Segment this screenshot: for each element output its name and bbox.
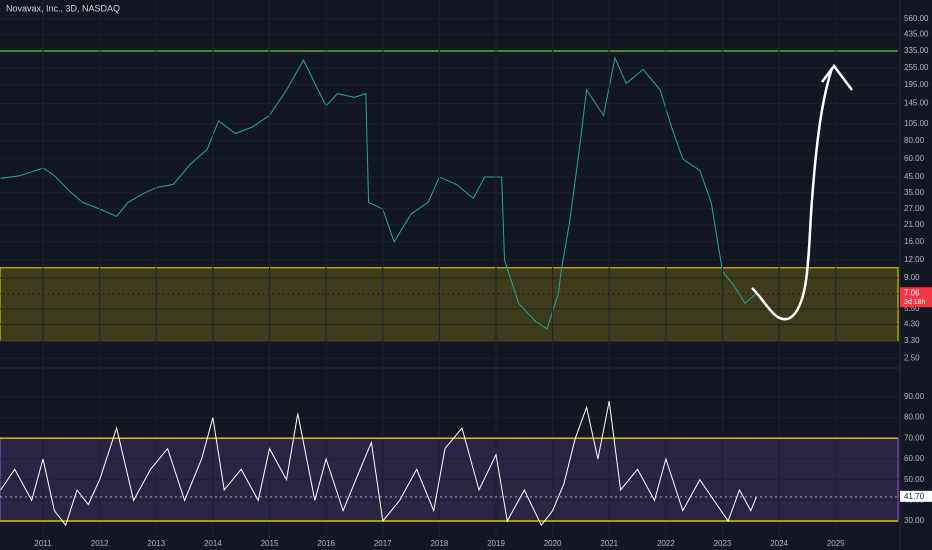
- series-line: [0, 401, 757, 527]
- x-tick-label: 2019: [487, 539, 505, 548]
- zone: [0, 267, 899, 342]
- y-tick-label: 60.00: [904, 154, 925, 163]
- chart-title: Novavax, Inc., 3D, NASDAQ: [6, 3, 120, 13]
- x-tick-label: 2011: [34, 539, 52, 548]
- last-value-label: 7.06: [904, 288, 920, 297]
- x-tick-label: 2013: [147, 539, 165, 548]
- x-tick-label: 2023: [714, 539, 732, 548]
- x-tick-label: 2014: [204, 539, 222, 548]
- y-tick-label: 50.00: [904, 475, 925, 484]
- y-tick-label: 435.00: [904, 30, 929, 39]
- x-tick-label: 2021: [600, 539, 618, 548]
- x-tick-label: 2025: [827, 539, 845, 548]
- last-value-tag: [900, 287, 932, 308]
- y-tick-label: 3.30: [904, 336, 920, 345]
- y-tick-label: 90.00: [904, 392, 925, 401]
- y-tick-label: 255.00: [904, 63, 929, 72]
- y-tick-label: 145.00: [904, 99, 929, 108]
- y-tick-label: 60.00: [904, 454, 925, 463]
- y-tick-label: 21.00: [904, 220, 925, 229]
- x-tick-label: 2020: [544, 539, 562, 548]
- x-tick-label: 2017: [374, 539, 392, 548]
- x-tick-label: 2024: [770, 539, 788, 548]
- y-tick-label: 12.00: [904, 255, 925, 264]
- x-tick-label: 2016: [317, 539, 335, 548]
- y-tick-label: 30.00: [904, 516, 925, 525]
- x-tick-label: 2018: [430, 539, 448, 548]
- y-tick-label: 35.00: [904, 188, 925, 197]
- y-tick-label: 70.00: [904, 433, 925, 442]
- drawn-projection: [751, 63, 853, 321]
- y-tick-label: 195.00: [904, 80, 929, 89]
- x-tick-label: 2012: [91, 539, 109, 548]
- y-tick-label: 335.00: [904, 46, 929, 55]
- y-tick-label: 5.50: [904, 304, 920, 313]
- y-tick-label: 9.00: [904, 273, 920, 282]
- y-tick-label: 27.00: [904, 204, 925, 213]
- y-tick-label: 105.00: [904, 119, 929, 128]
- y-tick-label: 80.00: [904, 136, 925, 145]
- countdown-label: 3d 18h: [904, 299, 926, 306]
- last-value-label: 41.70: [904, 492, 925, 501]
- y-tick-label: 2.50: [904, 353, 920, 362]
- y-tick-label: 4.30: [904, 319, 920, 328]
- y-tick-label: 560.00: [904, 14, 929, 23]
- last-value-tag: [900, 490, 932, 502]
- y-tick-label: 16.00: [904, 237, 925, 246]
- y-tick-label: 80.00: [904, 413, 925, 422]
- series-line: [0, 56, 757, 330]
- x-tick-label: 2022: [657, 539, 675, 548]
- y-tick-label: 45.00: [904, 172, 925, 181]
- x-tick-label: 2015: [261, 539, 279, 548]
